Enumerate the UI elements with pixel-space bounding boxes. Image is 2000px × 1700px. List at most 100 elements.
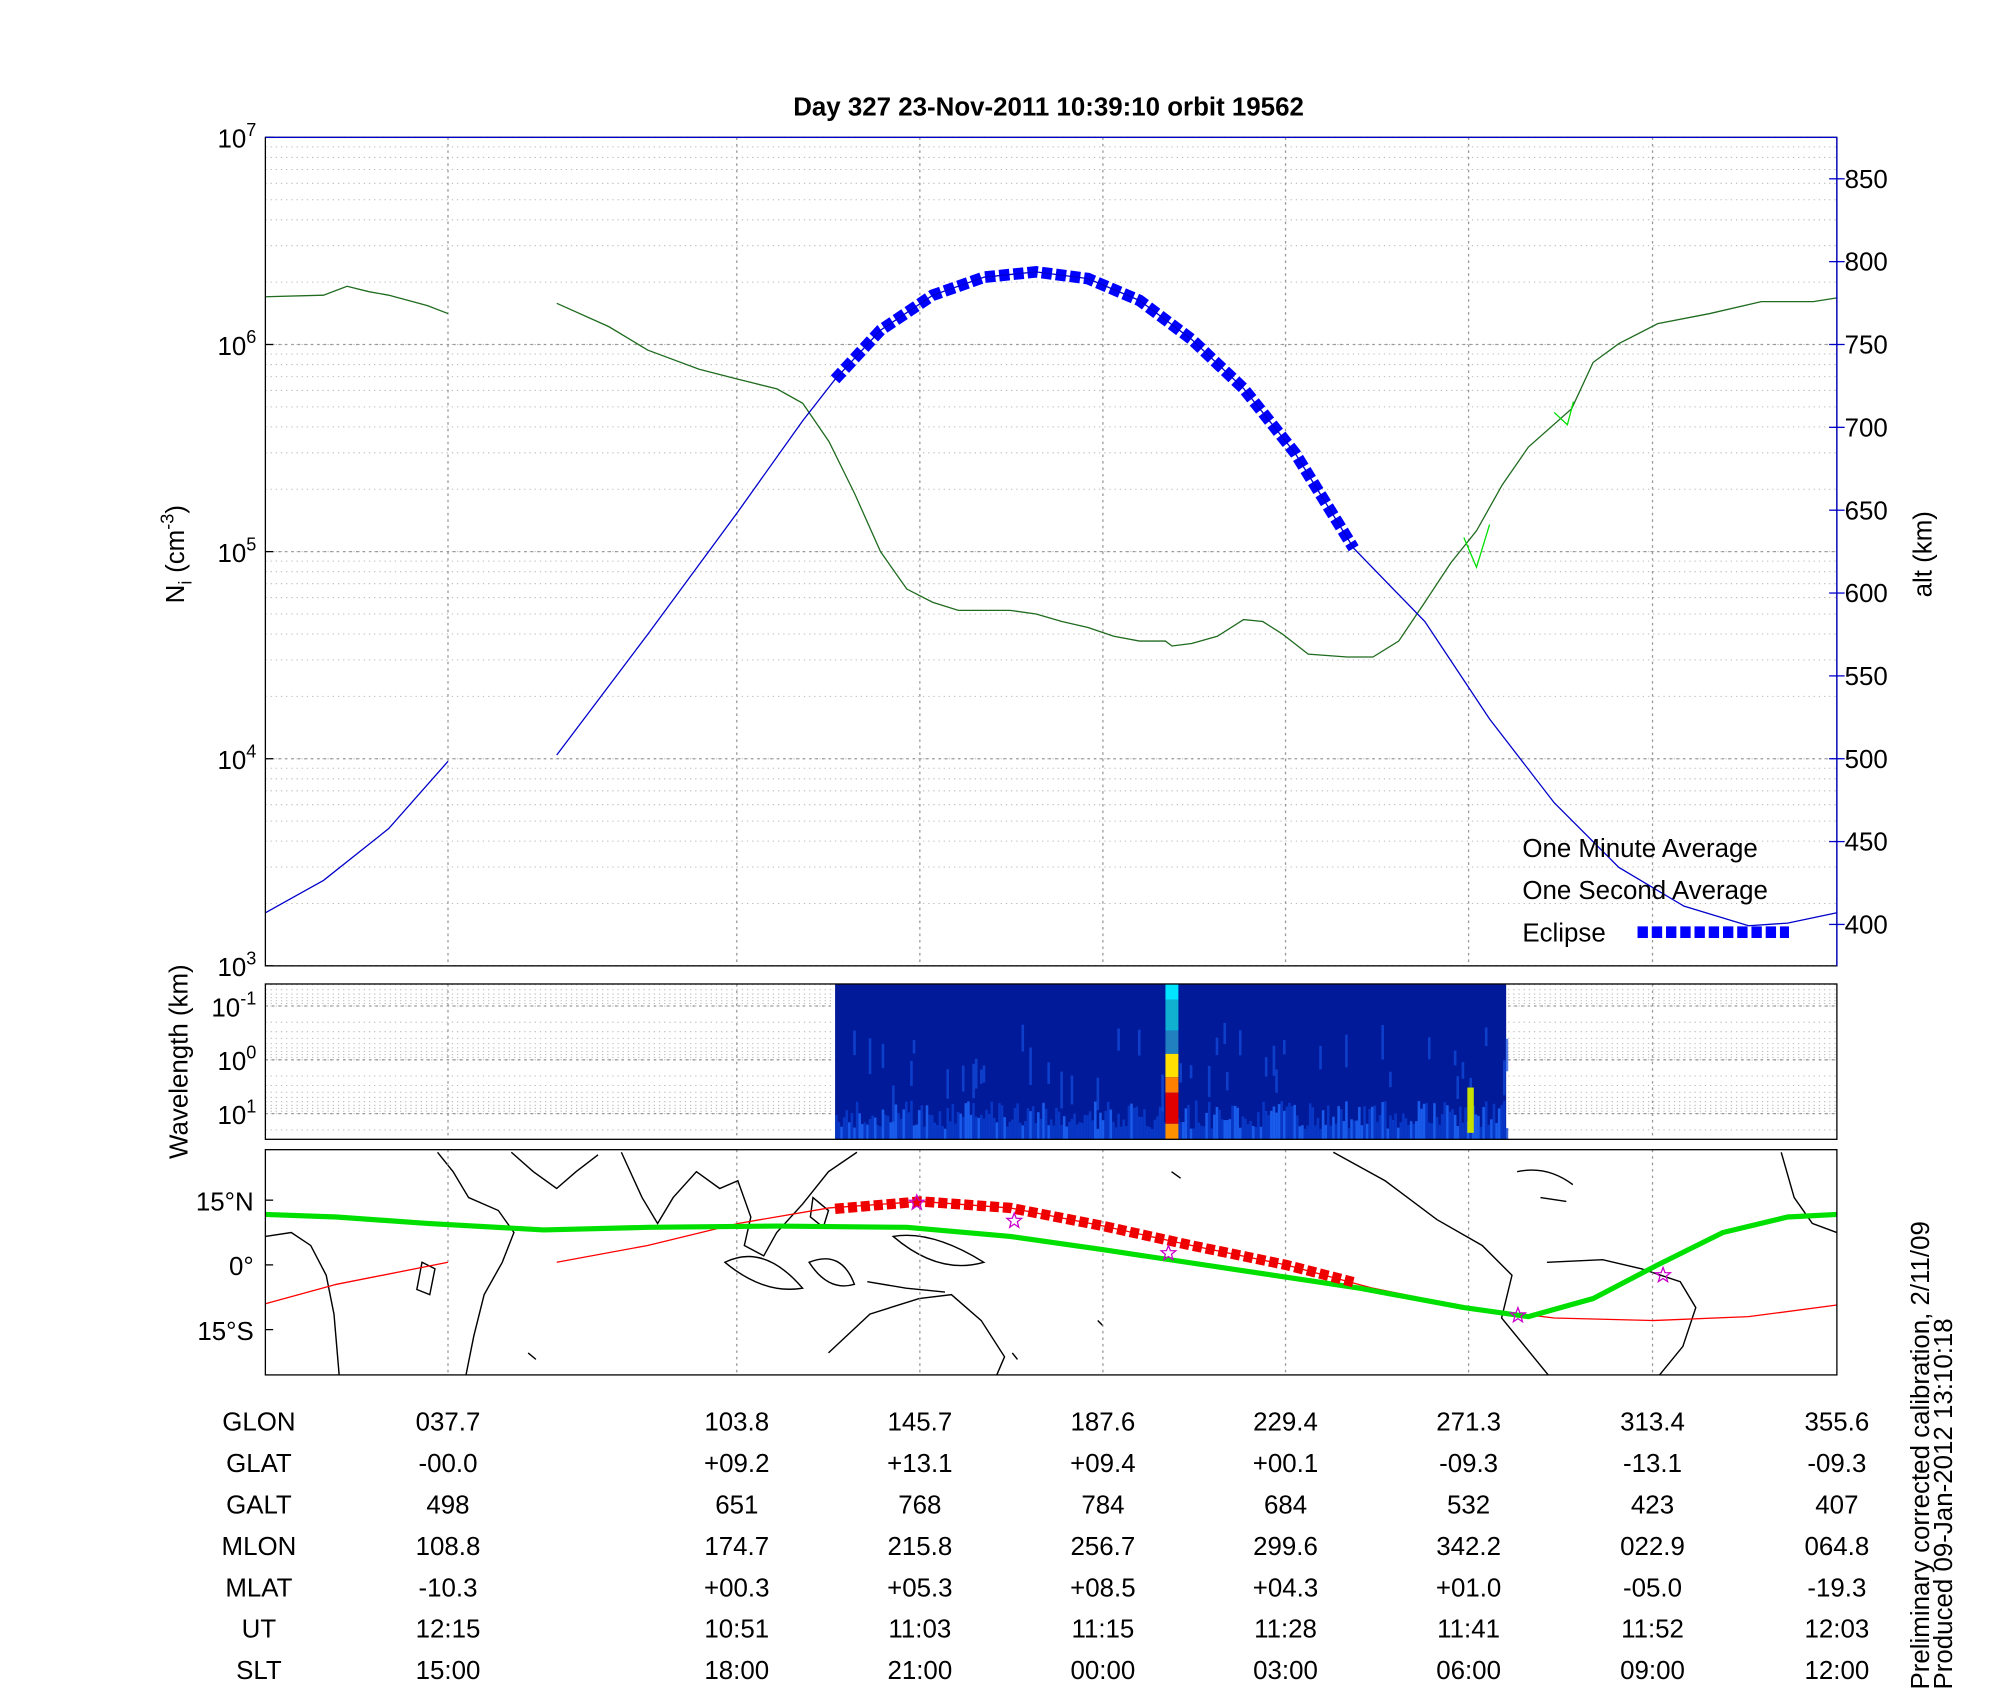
- spectrogram-texture: [1459, 1106, 1462, 1140]
- spectrogram-texture: [889, 1122, 893, 1140]
- table-cell: 229.4: [1253, 1409, 1318, 1437]
- table-cell: 12:15: [416, 1616, 481, 1644]
- spectrogram-texture: [1011, 1119, 1014, 1140]
- table-cell: 108.8: [416, 1533, 481, 1561]
- spectrogram-texture: [1389, 1115, 1392, 1140]
- y-tick-label: 850: [1845, 166, 1888, 194]
- map-line: [265, 1200, 1837, 1322]
- spectrogram-texture: [1075, 1124, 1079, 1140]
- spectrogram-texture: [902, 1109, 905, 1140]
- spectrogram-texture: [1161, 1107, 1164, 1140]
- spectrogram-texture: [951, 1103, 955, 1140]
- spectrogram-texture: [1026, 1108, 1030, 1140]
- spectrogram-texture: [925, 1105, 929, 1140]
- spectrogram-texture: [1298, 1126, 1302, 1140]
- table-cell: +00.3: [704, 1574, 769, 1602]
- spectrogram-texture: [907, 1112, 911, 1140]
- spectrogram-texture: [1448, 1111, 1452, 1140]
- spectrogram-texture: [1464, 1107, 1467, 1140]
- table-cell: 313.4: [1620, 1409, 1685, 1437]
- spectrogram-texture: [977, 1117, 981, 1140]
- spectrogram-texture: [1319, 1128, 1322, 1140]
- y-tick-label: 500: [1845, 746, 1888, 774]
- spectrogram-texture: [1329, 1125, 1333, 1140]
- spectrogram-texture: [1484, 1101, 1488, 1140]
- table-cell: 342.2: [1436, 1533, 1501, 1561]
- y-tick-label: 0°: [229, 1253, 254, 1281]
- spectrogram-texture: [1153, 1119, 1157, 1140]
- table-cell: -10.3: [419, 1574, 478, 1602]
- spectrogram-texture: [1282, 1039, 1286, 1055]
- spectrogram-texture: [1241, 1116, 1245, 1140]
- table-cell: -09.3: [1439, 1450, 1498, 1478]
- spectrogram-texture: [1197, 1122, 1201, 1140]
- table-cell: +05.3: [887, 1574, 952, 1602]
- spectrogram-texture: [1365, 1123, 1369, 1140]
- spectrogram-texture: [1461, 1122, 1465, 1140]
- spectrogram-texture: [980, 1069, 983, 1084]
- spectrogram-texture: [1467, 1087, 1474, 1133]
- tick-exponent: 5: [246, 534, 256, 554]
- spectrogram-texture: [1264, 1110, 1268, 1140]
- spectrogram-texture: [1119, 1126, 1123, 1140]
- spectrogram-texture: [1381, 1024, 1384, 1060]
- tick-base: 10: [217, 747, 246, 775]
- tick-text: 700: [1845, 414, 1888, 442]
- spectrogram-texture: [1244, 1118, 1247, 1140]
- spectrogram-texture: [1474, 1114, 1478, 1140]
- tick-base: 10: [217, 1048, 246, 1076]
- spectrogram-texture: [1275, 1112, 1278, 1140]
- spectrogram-texture: [1165, 1030, 1179, 1054]
- spectrogram-texture: [1165, 983, 1179, 1000]
- spectrogram-texture: [855, 1101, 859, 1140]
- spectrogram-texture: [1319, 1045, 1322, 1070]
- spectrogram-texture: [884, 1114, 887, 1140]
- spectrogram-texture: [1031, 1106, 1035, 1140]
- tick-exponent: 0: [246, 1043, 256, 1063]
- table-cell: -19.3: [1807, 1574, 1866, 1602]
- star-marker: [907, 1193, 926, 1211]
- spectrogram-texture: [1399, 1122, 1403, 1140]
- spectrogram-texture: [1503, 1060, 1506, 1096]
- spectrogram-texture: [961, 1116, 965, 1140]
- spectrogram-texture: [1049, 1119, 1053, 1140]
- table-cell: -09.3: [1807, 1450, 1866, 1478]
- spectrogram-texture: [1073, 1113, 1076, 1140]
- spectrogram-texture: [1130, 1103, 1133, 1140]
- y-tick-label: 103: [217, 949, 256, 983]
- spectrogram-texture: [1109, 1109, 1113, 1140]
- table-cell: +04.3: [1253, 1574, 1318, 1602]
- table-cell: 15:00: [416, 1657, 481, 1685]
- y-tick-label: 800: [1845, 249, 1888, 277]
- y-axis-label: Ni (cm-3): [157, 505, 195, 603]
- y-tick-label: 104: [217, 741, 256, 775]
- spectrogram-texture: [873, 1117, 877, 1140]
- spectrogram-texture: [1037, 1112, 1040, 1140]
- spectrogram-texture: [1215, 1037, 1219, 1056]
- spectrogram-texture: [1150, 1128, 1154, 1140]
- legend-label: Eclipse: [1522, 919, 1605, 947]
- spectrogram-texture: [1060, 1071, 1063, 1109]
- y-tick-label: 450: [1845, 829, 1888, 857]
- table-cell: +09.2: [704, 1450, 769, 1478]
- spectrogram-texture: [1165, 1123, 1179, 1140]
- spectrogram-texture: [1047, 1125, 1050, 1140]
- spectrogram-texture: [1101, 1120, 1105, 1140]
- spectrogram-texture: [1099, 1112, 1102, 1140]
- tick-text: 500: [1845, 746, 1888, 774]
- spectrogram-texture: [1453, 1114, 1457, 1140]
- spectrogram-texture: [1207, 1065, 1211, 1098]
- tick-exponent: 3: [246, 949, 256, 969]
- spectrogram-texture: [943, 1128, 947, 1140]
- spectrogram-texture: [1270, 1110, 1273, 1140]
- spectrogram-texture: [1003, 1117, 1006, 1140]
- spectrogram-texture: [1184, 1108, 1188, 1140]
- spectrogram-texture: [964, 1103, 968, 1140]
- spectrogram-texture: [1360, 1125, 1364, 1140]
- y-tick-label: 15°N: [196, 1189, 254, 1217]
- spectrogram-texture: [917, 1110, 921, 1140]
- spectrogram-texture: [1029, 1047, 1032, 1085]
- spectrogram-texture: [1238, 1127, 1242, 1140]
- tick-base: 10: [217, 333, 246, 361]
